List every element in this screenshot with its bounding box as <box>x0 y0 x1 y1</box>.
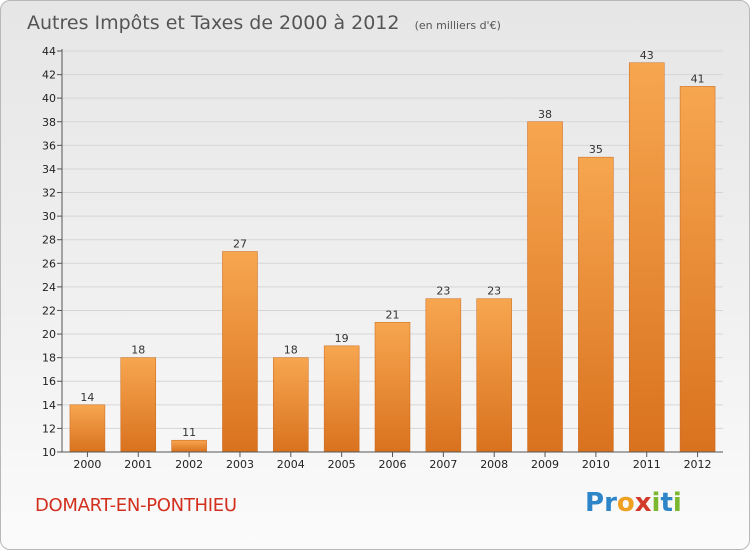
y-tick-label: 36 <box>42 139 56 152</box>
x-tick-label: 2009 <box>531 458 559 471</box>
y-tick-label: 34 <box>42 163 56 176</box>
bar-2008 <box>476 298 512 453</box>
logo-letter: x <box>634 488 652 518</box>
data-label: 19 <box>335 332 349 345</box>
data-label: 38 <box>538 108 552 121</box>
data-label: 41 <box>691 72 705 85</box>
data-label: 18 <box>131 344 145 357</box>
y-tick-label: 26 <box>42 257 56 270</box>
bar-2000 <box>69 404 106 453</box>
x-tick-label: 2012 <box>684 458 712 471</box>
logo-letter: r <box>604 488 617 518</box>
x-tick-label: 2004 <box>277 458 305 471</box>
y-tick-label: 24 <box>42 281 56 294</box>
x-tick-label: 2006 <box>379 458 407 471</box>
data-label: 27 <box>233 238 247 251</box>
x-tick-label: 2008 <box>480 458 508 471</box>
x-tick-label: 2011 <box>633 458 661 471</box>
logo-letter: i <box>651 488 661 518</box>
logo-letter: P <box>585 488 605 518</box>
data-label: 11 <box>182 426 196 439</box>
data-label: 14 <box>80 391 94 404</box>
y-tick-label: 20 <box>42 328 56 341</box>
bar-2009 <box>527 121 563 453</box>
x-tick-label: 2001 <box>124 458 152 471</box>
bar-2002 <box>171 439 207 453</box>
bar-2001 <box>120 357 157 453</box>
logo-letter: t <box>660 488 673 518</box>
x-tick-label: 2000 <box>73 458 101 471</box>
proxiti-logo: Proxiti <box>585 488 682 518</box>
bar-2004 <box>273 357 309 453</box>
data-label: 18 <box>284 344 298 357</box>
chart-title: Autres Impôts et Taxes de 2000 à 2012 (e… <box>27 12 501 34</box>
bar-2003 <box>222 251 258 453</box>
y-tick-label: 10 <box>42 446 56 459</box>
y-tick-label: 38 <box>42 116 56 129</box>
y-tick-label: 18 <box>42 352 56 365</box>
bar-2007 <box>425 298 462 453</box>
grid-layer <box>62 50 723 429</box>
commune-name: DOMART-EN-PONTHIEU <box>35 495 237 516</box>
axis-layer: 10 12 14 16 18 20 22 24 26 28 30 32 34 36 38 40 42 44 2000… <box>42 45 723 471</box>
chart-title-unit: (en milliers d'€) <box>415 19 501 32</box>
y-tick-label: 42 <box>42 69 56 82</box>
data-label: 23 <box>436 285 450 298</box>
bar-layer: 14 18 11 27 18 19 21 23 23 38 35 43 41 <box>69 49 716 453</box>
bar-2006 <box>374 322 411 453</box>
x-tick-label: 2007 <box>429 458 457 471</box>
y-tick-label: 28 <box>42 234 56 247</box>
data-label: 21 <box>386 308 400 321</box>
y-tick-label: 12 <box>42 422 56 435</box>
bar-2005 <box>323 345 360 453</box>
x-tick-label: 2005 <box>328 458 356 471</box>
data-label: 43 <box>640 49 654 62</box>
data-label: 23 <box>487 285 501 298</box>
logo-letter: o <box>616 488 635 518</box>
x-tick-label: 2003 <box>226 458 254 471</box>
y-tick-label: 30 <box>42 210 56 223</box>
x-tick-label: 2010 <box>582 458 610 471</box>
y-tick-label: 16 <box>42 375 56 388</box>
y-tick-label: 32 <box>42 187 56 200</box>
x-tick-label: 2002 <box>175 458 203 471</box>
y-tick-label: 22 <box>42 304 56 317</box>
chart-title-main: Autres Impôts et Taxes de 2000 à 2012 <box>27 12 400 34</box>
y-tick-label: 44 <box>42 45 56 58</box>
y-tick-label: 40 <box>42 92 56 105</box>
data-label: 35 <box>589 143 603 156</box>
logo-letter: i <box>672 488 682 518</box>
y-tick-label: 14 <box>42 399 56 412</box>
bar-2010 <box>578 156 614 453</box>
bar-2011 <box>628 62 665 453</box>
bar-2012 <box>679 86 716 453</box>
